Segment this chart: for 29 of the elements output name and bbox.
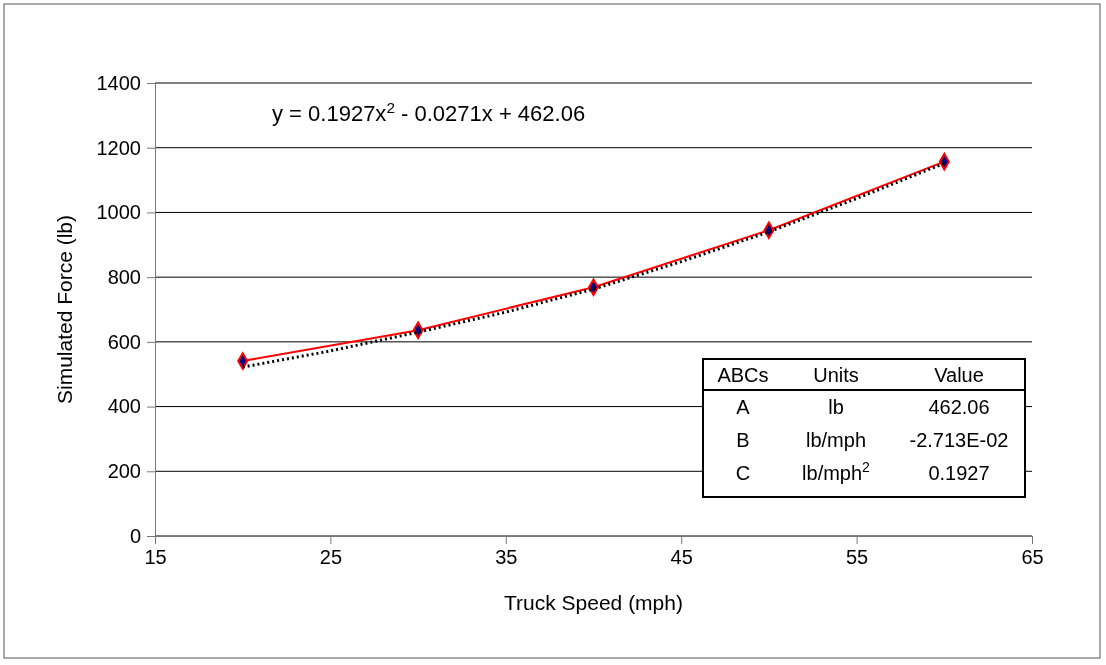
x-tick-label: 65 [1021,546,1044,569]
y-axis-title: Simulated Force (lb) [53,214,76,405]
annotation: y = 0.1927x$^{2}$ - 0.0271x + 462.06 [272,98,586,126]
x-tick-label: 25 [319,546,343,569]
y-tick-label: 0 [129,524,141,547]
annotation: B [736,429,750,451]
annotation: lb [828,396,844,418]
y-tick-label: 1000 [96,201,141,224]
annotation: Value [934,364,984,386]
y-tick-label: 1400 [96,71,141,94]
y-tick-label: 600 [107,330,141,353]
y-tick-label: 1200 [96,136,141,159]
y-tick-label: 800 [107,266,141,289]
x-axis-title: Truck Speed (mph) [504,591,683,614]
annotation: C [735,462,751,484]
annotation: ABCs [717,364,769,386]
x-tick-label: 45 [670,546,693,569]
y-tick-label: 400 [107,395,141,418]
annotation: 0.1927 [928,462,990,484]
annotation: Units [813,364,859,386]
x-tick-label: 35 [495,546,518,569]
annotation: lb/mph [805,429,867,451]
x-tick-label: 55 [845,546,869,569]
annotation: 462.06 [928,396,990,418]
annotation: A [736,396,751,418]
x-tick-label: 15 [144,546,167,569]
annotation: -2.713E-02 [909,429,1009,451]
y-tick-label: 200 [107,460,141,483]
annotation: lb/mph$^{2}$ [802,459,871,484]
